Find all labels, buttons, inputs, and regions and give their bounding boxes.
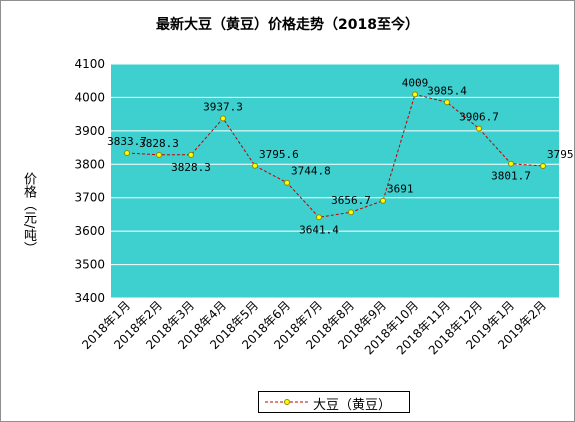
x-axis-ticks: 2018年1月2018年2月2018年3月2018年4月2018年5月2018年…: [79, 298, 549, 357]
y-tick-label: 3400: [74, 291, 105, 305]
y-tick-label: 3900: [74, 124, 105, 138]
data-label: 4009: [402, 76, 429, 89]
data-point: [124, 150, 130, 157]
data-label: 3801.7: [491, 170, 531, 183]
plot-area: [111, 64, 559, 298]
legend-line-swatch: [265, 399, 309, 405]
data-labels: 3833.73828.33828.33937.33795.63744.83641…: [107, 76, 573, 236]
gridlines: [111, 63, 559, 299]
y-tick-label: 4000: [74, 90, 105, 104]
data-label: 3795: [547, 148, 574, 161]
data-point: [284, 179, 290, 186]
data-label: 3744.8: [291, 165, 331, 178]
data-point: [316, 214, 322, 221]
series-line: [126, 93, 544, 218]
data-label: 3691: [387, 183, 414, 196]
legend: 大豆（黄豆）: [258, 391, 410, 413]
data-label: 3656.7: [331, 194, 371, 207]
data-label: 3833.7: [107, 135, 147, 148]
y-axis-ticks: 3400 3500 3600 3700 3800 3900 4000 4100: [74, 57, 105, 305]
data-point: [348, 209, 354, 216]
data-label: 3795.6: [259, 148, 299, 161]
data-point: [444, 99, 450, 106]
data-label: 3828.3: [139, 137, 179, 150]
y-tick-label: 3800: [74, 157, 105, 171]
data-point: [380, 197, 386, 204]
chart-title: 最新大豆（黄豆）价格走势（2018至今）: [156, 17, 419, 33]
data-label: 3641.4: [299, 223, 339, 236]
data-point: [476, 125, 482, 132]
data-point: [220, 115, 226, 122]
data-point: [156, 151, 162, 158]
data-label: 3906.7: [459, 111, 499, 124]
data-label: 3828.3: [171, 161, 211, 174]
y-tick-label: 3700: [74, 191, 105, 205]
y-tick-label: 3600: [74, 224, 105, 238]
y-tick-label: 4100: [74, 57, 105, 71]
data-point: [540, 162, 546, 169]
data-label: 3937.3: [203, 100, 243, 113]
data-point: [508, 160, 514, 167]
data-markers: [124, 91, 546, 221]
data-point: [412, 91, 418, 98]
legend-label: 大豆（黄豆）: [313, 398, 392, 413]
data-point: [252, 162, 258, 169]
data-point: [188, 151, 194, 158]
y-axis-label: 价格（元/吨）: [21, 172, 36, 255]
data-label: 3985.4: [427, 84, 467, 97]
y-tick-label: 3500: [74, 258, 105, 272]
